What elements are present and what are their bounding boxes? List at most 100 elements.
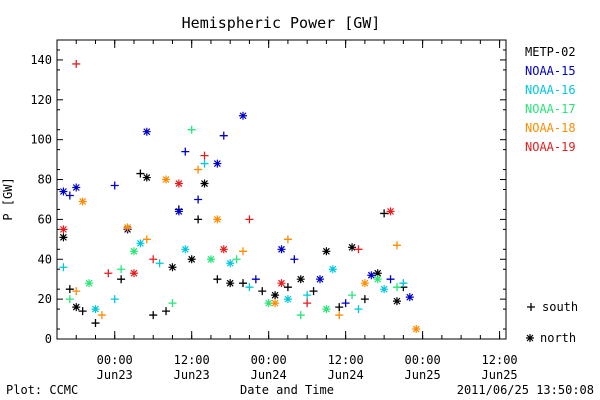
x-tick-time-label: 12:00 <box>482 353 518 367</box>
data-point-south <box>232 255 241 264</box>
data-point-south <box>290 255 299 264</box>
data-point-north <box>162 175 171 184</box>
data-point-south <box>181 147 190 156</box>
data-point-south <box>296 311 305 320</box>
data-point-south <box>303 291 312 300</box>
data-point-south <box>72 59 81 68</box>
y-tick-label: 0 <box>45 332 52 346</box>
data-point-south <box>335 311 344 320</box>
data-point-south <box>72 287 81 296</box>
data-point-north <box>315 275 324 284</box>
data-point-north <box>264 299 273 308</box>
series-noaa-17 <box>65 125 401 320</box>
legend-south-symbol <box>527 303 535 311</box>
data-point-north <box>277 245 286 254</box>
data-point-north <box>136 239 145 248</box>
data-point-north <box>322 247 331 256</box>
data-point-south <box>142 235 151 244</box>
data-point-south <box>168 299 177 308</box>
data-point-north <box>405 293 414 302</box>
x-tick-time-label: 12:00 <box>328 353 364 367</box>
data-point-south <box>91 319 100 328</box>
series-noaa-18 <box>72 165 421 334</box>
legend-north-label: north <box>540 331 576 345</box>
series-noaa-15 <box>59 111 414 308</box>
x-tick-date-label: Jun24 <box>328 368 364 382</box>
data-point-south <box>110 181 119 190</box>
x-tick-date-label: Jun23 <box>174 368 210 382</box>
data-point-north <box>206 255 215 264</box>
plot-frame <box>56 39 507 340</box>
data-point-south <box>194 165 203 174</box>
data-point-north <box>328 265 337 274</box>
data-point-south <box>162 307 171 316</box>
legend-entry: NOAA-16 <box>525 83 576 97</box>
data-point-north <box>129 247 138 256</box>
x-tick-time-label: 00:00 <box>251 353 287 367</box>
x-axis: 00:00Jun2312:00Jun2300:00Jun2412:00Jun24… <box>56 40 518 382</box>
data-point-south <box>245 215 254 224</box>
legend-entry: NOAA-19 <box>525 140 576 154</box>
x-tick-time-label: 12:00 <box>174 353 210 367</box>
data-point-south <box>117 265 126 274</box>
data-point-south <box>194 215 203 224</box>
data-point-south <box>78 307 87 316</box>
legend-north-symbol <box>526 334 534 342</box>
data-point-north <box>72 183 81 192</box>
y-tick-label: 80 <box>38 173 52 187</box>
data-point-north <box>277 279 286 288</box>
data-point-north <box>226 259 235 268</box>
data-point-north <box>296 275 305 284</box>
y-axis-label: P [GW] <box>1 177 15 220</box>
y-tick-label: 20 <box>38 292 52 306</box>
data-point-north <box>142 127 151 136</box>
y-tick-label: 140 <box>30 53 52 67</box>
x-tick-date-label: Jun23 <box>97 368 133 382</box>
data-point-north <box>219 245 228 254</box>
data-point-north <box>348 243 357 252</box>
data-point-north <box>226 279 235 288</box>
data-point-south <box>239 279 248 288</box>
data-point-north <box>412 325 421 334</box>
data-point-north <box>392 297 401 306</box>
data-point-north <box>78 197 87 206</box>
data-point-south <box>149 255 158 264</box>
data-point-south <box>354 245 363 254</box>
data-point-north <box>373 269 382 278</box>
data-point-north <box>271 291 280 300</box>
legend-south-label: south <box>542 300 578 314</box>
data-point-north <box>129 269 138 278</box>
data-point-north <box>360 279 369 288</box>
data-point-south <box>213 275 222 284</box>
data-point-north <box>59 187 68 196</box>
data-point-south <box>258 287 267 296</box>
y-tick-label: 100 <box>30 133 52 147</box>
data-point-north <box>239 111 248 120</box>
data-point-north <box>181 245 190 254</box>
data-point-south <box>136 169 145 178</box>
data-point-south <box>341 299 350 308</box>
data-point-south <box>348 291 357 300</box>
data-point-south <box>386 275 395 284</box>
data-marks <box>59 59 421 334</box>
data-point-north <box>142 173 151 182</box>
data-point-south <box>194 195 203 204</box>
y-tick-label: 60 <box>38 212 52 226</box>
data-point-north <box>174 207 183 216</box>
series-noaa-16 <box>59 159 408 314</box>
data-point-north <box>85 279 94 288</box>
data-point-north <box>59 233 68 242</box>
data-point-north <box>271 299 280 308</box>
series-metp-02 <box>59 169 408 328</box>
data-point-south <box>392 283 401 292</box>
data-point-south <box>309 287 318 296</box>
data-point-south <box>59 263 68 272</box>
y-axis: 0 20 40 60 80 100 120 140 <box>30 49 506 346</box>
data-point-north <box>59 225 68 234</box>
data-point-north <box>187 255 196 264</box>
data-point-south <box>187 125 196 134</box>
data-point-south <box>65 191 74 200</box>
data-point-south <box>155 259 164 268</box>
data-point-north <box>200 179 209 188</box>
